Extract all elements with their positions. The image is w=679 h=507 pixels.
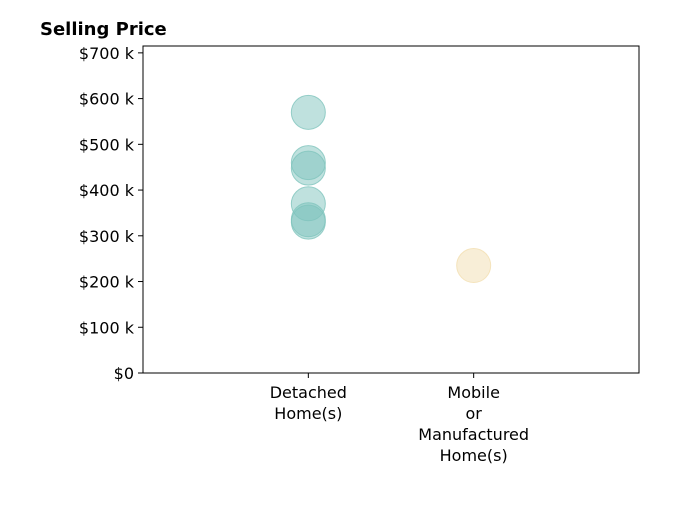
chart-title: Selling Price <box>40 19 167 40</box>
y-tick-label: $0 <box>114 364 134 383</box>
y-tick-label: $300 k <box>79 227 135 246</box>
plot-frame <box>142 45 640 374</box>
y-tick-label: $100 k <box>79 318 135 337</box>
y-tick-label: $500 k <box>79 135 135 154</box>
data-point <box>290 94 326 130</box>
y-tick-label: $200 k <box>79 273 135 292</box>
data-points <box>290 94 492 284</box>
y-tick-label: $700 k <box>79 44 135 63</box>
x-tick-label: Detached Home(s) <box>270 383 347 423</box>
data-point <box>456 248 492 284</box>
y-tick-label: $600 k <box>79 90 135 109</box>
x-axis: Detached Home(s) Mobile or Manufactured Home(… <box>270 373 529 465</box>
y-axis: $0 $100 k $200 k $300 k $400 k $500 k $600 k $7… <box>79 44 143 383</box>
data-point <box>290 204 326 240</box>
data-point <box>290 150 326 186</box>
x-tick-label: Mobile or Manufactured Home(s) <box>418 383 529 465</box>
y-tick-label: $400 k <box>79 181 135 200</box>
